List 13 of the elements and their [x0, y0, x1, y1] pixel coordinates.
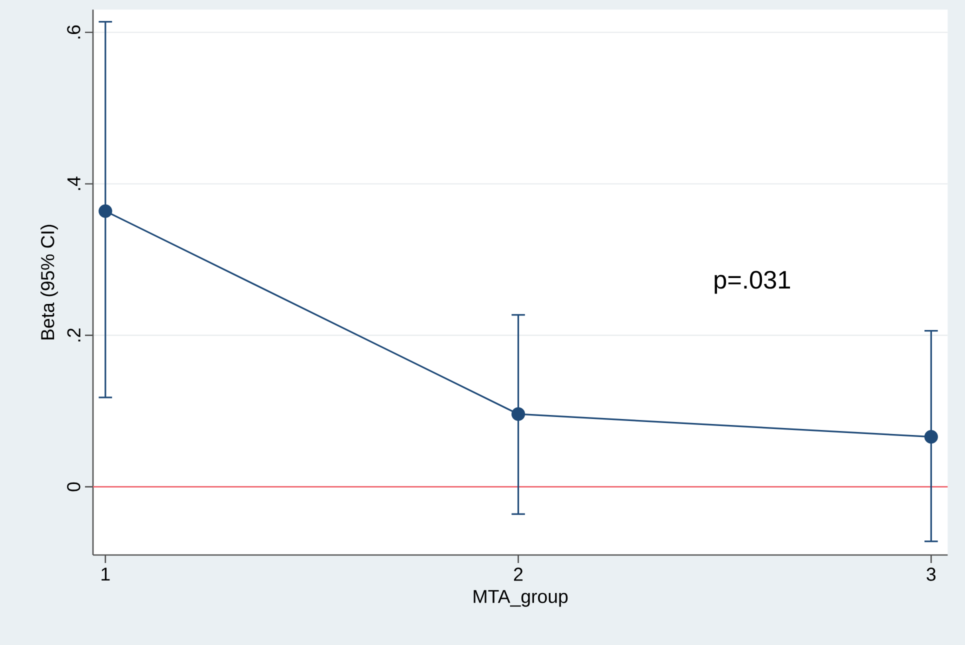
x-tick-label: 1 — [102, 568, 110, 581]
y-tick-label: .2 — [67, 328, 80, 342]
y-tick-label: .4 — [67, 176, 80, 190]
x-axis-title: MTA_group — [474, 590, 568, 607]
point — [511, 407, 526, 421]
x-tick-label: 3 — [926, 568, 936, 581]
x-tick-label: 2 — [514, 568, 523, 581]
y-axis-title: Beta (95% CI) — [40, 224, 58, 340]
point — [98, 204, 112, 218]
y-tick-label: .6 — [67, 25, 80, 38]
y-tick-label: 0 — [67, 482, 80, 492]
point — [924, 430, 938, 444]
annotation: p=.031 — [714, 270, 790, 294]
